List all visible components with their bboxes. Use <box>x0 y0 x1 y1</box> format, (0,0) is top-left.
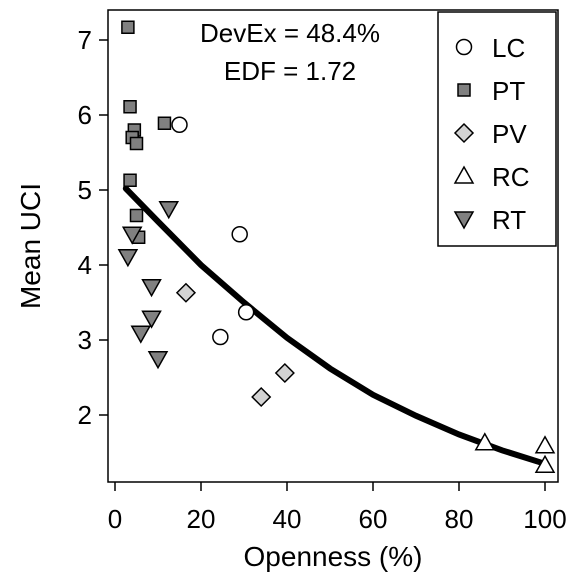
point-pt <box>121 20 135 34</box>
point-pt <box>123 100 137 114</box>
point-rt <box>141 279 162 298</box>
point-rt <box>158 201 180 220</box>
fit-curve <box>122 185 548 467</box>
legend-marker-rt <box>453 211 475 230</box>
legend-marker-pt <box>457 83 471 97</box>
point-pv <box>251 386 272 408</box>
legend-marker-pv <box>453 122 475 144</box>
point-pt <box>129 136 144 151</box>
annotation-edf: EDF = 1.72 <box>224 56 356 86</box>
legend-label-pv: PV <box>492 119 527 149</box>
legend: LC PT PV RC RT <box>437 11 557 247</box>
point-rc <box>474 432 496 451</box>
x-axis-label: Openness (%) <box>244 541 423 572</box>
point-rt <box>130 325 152 344</box>
point-pt <box>129 208 144 223</box>
point-pv <box>274 362 295 384</box>
point-rc <box>534 454 556 473</box>
point-lc <box>171 116 188 133</box>
x-tick-label: 0 <box>108 504 122 534</box>
point-pt <box>157 116 172 130</box>
point-rc <box>534 435 556 454</box>
y-axis-label: Mean UCI <box>15 183 46 309</box>
point-lc <box>231 226 248 243</box>
x-tick-label: 20 <box>187 504 216 534</box>
y-tick-label: 6 <box>78 100 92 130</box>
legend-label-lc: LC <box>492 33 525 63</box>
x-tick-label: 40 <box>273 504 302 534</box>
plot-frame <box>107 9 559 483</box>
point-lc <box>212 328 229 346</box>
legend-label-pt: PT <box>492 76 525 106</box>
point-rt <box>121 226 143 245</box>
point-lc <box>237 304 255 321</box>
y-tick-label: 7 <box>78 25 92 55</box>
x-tick-label: 80 <box>445 504 474 534</box>
y-tick-label: 4 <box>78 250 92 280</box>
annotation-devex: DevEx = 48.4% <box>200 18 380 48</box>
x-tick-label: 100 <box>523 504 566 534</box>
legend-marker-lc <box>455 38 473 56</box>
point-rt <box>147 351 169 370</box>
legend-label-rc: RC <box>492 162 530 192</box>
y-tick-label: 5 <box>78 175 92 205</box>
y-tick-label: 2 <box>78 400 92 430</box>
y-tick-label: 3 <box>78 325 92 355</box>
point-pt <box>123 173 137 187</box>
point-rt <box>117 249 139 268</box>
point-pv <box>175 282 197 303</box>
legend-label-rt: RT <box>492 205 526 235</box>
legend-marker-rc <box>453 165 475 184</box>
point-rt <box>141 310 162 329</box>
x-tick-label: 60 <box>359 504 388 534</box>
